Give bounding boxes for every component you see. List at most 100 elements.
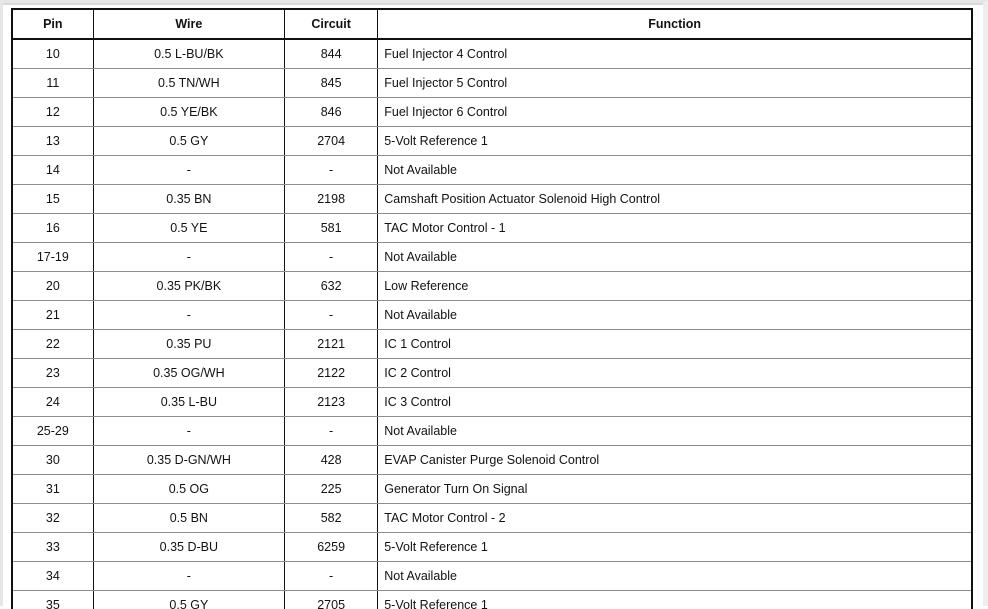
table-header: Pin Wire Circuit Function [12,9,972,39]
cell-wire: - [93,243,284,272]
cell-circuit: 844 [285,39,378,69]
cell-function: EVAP Canister Purge Solenoid Control [378,446,972,475]
table-row[interactable]: 17-19--Not Available [12,243,972,272]
cell-wire: - [93,417,284,446]
cell-pin: 35 [12,591,93,609]
cell-circuit: 2123 [285,388,378,417]
cell-circuit: 428 [285,446,378,475]
cell-function: IC 1 Control [378,330,972,359]
cell-circuit: 2121 [285,330,378,359]
cell-wire: 0.35 BN [93,185,284,214]
table-row[interactable]: 21--Not Available [12,301,972,330]
cell-pin: 34 [12,562,93,591]
cell-wire: 0.5 BN [93,504,284,533]
cell-function: Fuel Injector 5 Control [378,69,972,98]
cell-pin: 20 [12,272,93,301]
cell-circuit: - [285,417,378,446]
cell-wire: - [93,301,284,330]
cell-pin: 13 [12,127,93,156]
cell-circuit: 846 [285,98,378,127]
column-header-circuit: Circuit [285,9,378,39]
cell-wire: 0.5 GY [93,591,284,609]
cell-function: 5-Volt Reference 1 [378,591,972,609]
cell-circuit: 632 [285,272,378,301]
table-row[interactable]: 34--Not Available [12,562,972,591]
cell-function: Low Reference [378,272,972,301]
cell-wire: 0.35 D-BU [93,533,284,562]
cell-wire: - [93,562,284,591]
cell-pin: 22 [12,330,93,359]
cell-function: TAC Motor Control - 2 [378,504,972,533]
cell-pin: 24 [12,388,93,417]
cell-circuit: 845 [285,69,378,98]
cell-function: TAC Motor Control - 1 [378,214,972,243]
cell-pin: 15 [12,185,93,214]
cell-circuit: 2122 [285,359,378,388]
cell-wire: 0.35 L-BU [93,388,284,417]
cell-circuit: 2705 [285,591,378,609]
cell-circuit: 225 [285,475,378,504]
cell-pin: 21 [12,301,93,330]
cell-function: IC 3 Control [378,388,972,417]
cell-wire: 0.5 OG [93,475,284,504]
cell-pin: 23 [12,359,93,388]
cell-pin: 17-19 [12,243,93,272]
cell-circuit: - [285,156,378,185]
column-header-wire: Wire [93,9,284,39]
cell-wire: 0.5 L-BU/BK [93,39,284,69]
column-header-pin: Pin [12,9,93,39]
cell-pin: 32 [12,504,93,533]
cell-function: Not Available [378,156,972,185]
column-header-function: Function [378,9,972,39]
cell-circuit: 582 [285,504,378,533]
cell-circuit: 581 [285,214,378,243]
cell-function: Not Available [378,417,972,446]
cell-wire: 0.35 D-GN/WH [93,446,284,475]
cell-circuit: 2198 [285,185,378,214]
table-row[interactable]: 25-29--Not Available [12,417,972,446]
cell-circuit: 6259 [285,533,378,562]
cell-wire: - [93,156,284,185]
cell-circuit: - [285,562,378,591]
cell-pin: 30 [12,446,93,475]
cell-circuit: 2704 [285,127,378,156]
cell-pin: 31 [12,475,93,504]
cell-pin: 12 [12,98,93,127]
cell-function: Not Available [378,243,972,272]
cell-pin: 10 [12,39,93,69]
cell-function: Not Available [378,301,972,330]
cell-wire: 0.5 GY [93,127,284,156]
cell-circuit: - [285,301,378,330]
cell-wire: 0.35 PK/BK [93,272,284,301]
table-row[interactable]: 14--Not Available [12,156,972,185]
cell-pin: 16 [12,214,93,243]
cell-wire: 0.5 TN/WH [93,69,284,98]
cell-function: 5-Volt Reference 1 [378,127,972,156]
cell-pin: 33 [12,533,93,562]
cell-function: 5-Volt Reference 1 [378,533,972,562]
cell-function: Fuel Injector 4 Control [378,39,972,69]
cell-wire: 0.35 OG/WH [93,359,284,388]
cell-wire: 0.35 PU [93,330,284,359]
cell-circuit: - [285,243,378,272]
cell-pin: 14 [12,156,93,185]
cell-function: IC 2 Control [378,359,972,388]
